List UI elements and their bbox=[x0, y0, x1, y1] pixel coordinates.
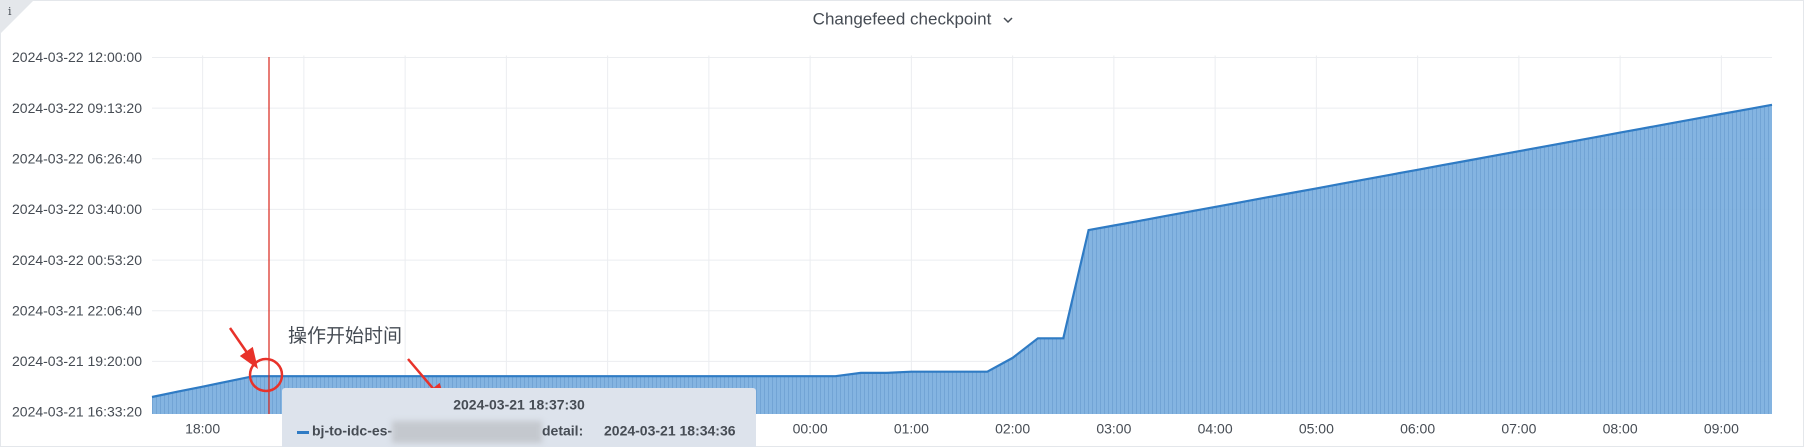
x-tick-label: 05:00 bbox=[1299, 421, 1334, 437]
x-tick-label: 08:00 bbox=[1603, 421, 1638, 437]
tooltip-value: 2024-03-21 18:34:36 bbox=[604, 423, 736, 439]
legend-entry: bj-to-idc-es- bbox=[312, 423, 392, 439]
y-tick-label: 2024-03-22 06:26:40 bbox=[12, 150, 142, 166]
y-tick-label: 2024-03-22 09:13:20 bbox=[12, 100, 142, 116]
tooltip-series-suffix: detail: bbox=[542, 423, 583, 439]
title-chevron[interactable] bbox=[1003, 17, 1013, 24]
redacted-region bbox=[392, 421, 542, 443]
y-tick-label: 2024-03-21 22:06:40 bbox=[12, 302, 142, 318]
x-tick-label: 06:00 bbox=[1400, 421, 1435, 437]
x-tick-label: 00:00 bbox=[793, 421, 828, 437]
area-fill bbox=[152, 104, 1772, 415]
highlight-circle bbox=[248, 357, 284, 393]
x-tick-label: 09:00 bbox=[1704, 421, 1739, 437]
x-tick-label: 02:00 bbox=[995, 421, 1030, 437]
x-tick-label: 03:00 bbox=[1096, 421, 1131, 437]
x-tick-label: 07:00 bbox=[1501, 421, 1536, 437]
info-corner[interactable] bbox=[0, 0, 34, 34]
y-tick-label: 2024-03-21 16:33:20 bbox=[12, 404, 142, 420]
info-icon: i bbox=[8, 5, 12, 18]
tooltip: 2024-03-21 18:37:30 bj-to-idc-es- detail… bbox=[282, 388, 756, 447]
x-tick-label: 04:00 bbox=[1198, 421, 1233, 437]
annotation-text: 操作开始时间 bbox=[288, 325, 402, 347]
chart-title[interactable]: Changefeed checkpoint bbox=[813, 9, 992, 28]
x-tick-label: 01:00 bbox=[894, 421, 929, 437]
y-tick-label: 2024-03-22 12:00:00 bbox=[12, 49, 142, 65]
legend-swatch bbox=[297, 431, 309, 434]
x-tick-label: 18:00 bbox=[185, 421, 220, 437]
tooltip-time: 2024-03-21 18:37:30 bbox=[453, 397, 585, 413]
y-tick-label: 2024-03-22 00:53:20 bbox=[12, 252, 142, 268]
y-tick-label: 2024-03-21 19:20:00 bbox=[12, 353, 142, 369]
y-tick-label: 2024-03-22 03:40:00 bbox=[12, 201, 142, 217]
